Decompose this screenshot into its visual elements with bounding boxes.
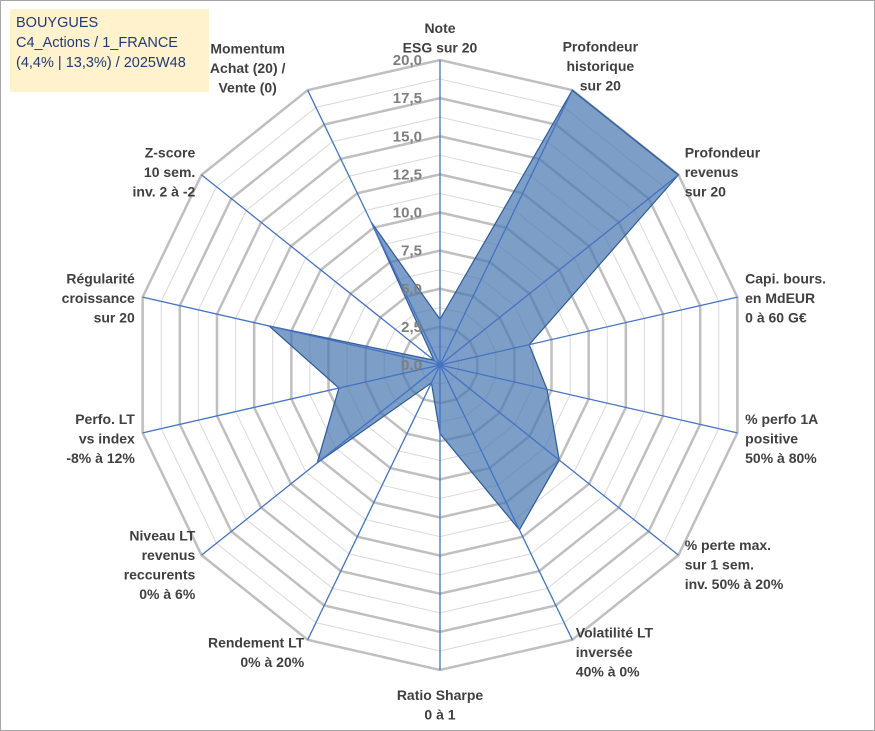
axis-label-1: Profondeur historique sur 20	[563, 39, 639, 94]
tick-label: 15,0	[393, 128, 422, 145]
axis-label-12: Z-score 10 sem. inv. 2 à -2	[133, 144, 196, 199]
tick-label: 20,0	[393, 52, 422, 69]
axis-line-6	[439, 364, 573, 641]
axis-line-12	[201, 174, 441, 366]
header-line-period: (4,4% | 13,3%) / 2025W48	[16, 55, 186, 71]
axis-label-6: Volatilité LT inversée 40% à 0%	[576, 625, 654, 680]
axis-line-10	[142, 364, 441, 434]
radar-axis-labels: Note ESG sur 20 Profondeur historique sur 20…	[62, 20, 826, 723]
axis-line-9	[201, 364, 441, 556]
tick-label: 7,5	[401, 243, 422, 260]
axis-label-3: Capi. bours. en MdEUR 0 à 60 G€	[745, 271, 826, 326]
axis-label-11: Régularité croissance sur 20	[62, 271, 135, 326]
axis-line-5	[439, 364, 679, 556]
header-line-company: BOUYGUES	[16, 15, 99, 31]
axis-label-7: Ratio Sharpe 0 à 1	[397, 687, 484, 723]
tick-label: 10,0	[393, 205, 422, 222]
axis-line-8	[307, 364, 441, 641]
axis-label-5: % perte max. sur 1 sem. inv. 50% à 20%	[685, 537, 784, 592]
tick-label: 0,0	[401, 357, 422, 374]
axis-line-11	[142, 296, 441, 366]
axis-label-0: Note ESG sur 20	[403, 20, 478, 56]
axis-label-8: Rendement LT 0% à 20%	[208, 634, 305, 670]
radar-series	[266, 89, 680, 531]
axis-label-4: % perfo 1A positive 50% à 80%	[745, 411, 818, 466]
series-area-0	[266, 89, 680, 531]
radar-tick-labels: 0,0 2,5 5,0 7,5 10,0 12,5 15,0 17,5 20,0	[393, 52, 422, 374]
radar-axes	[142, 60, 738, 670]
axis-line-2	[439, 174, 679, 366]
tick-label: 17,5	[393, 90, 422, 107]
tick-label: 2,5	[401, 319, 422, 336]
axis-label-10: Perfo. LT vs index -8% à 12%	[66, 411, 135, 466]
axis-label-13: Momentum Achat (20) / Vente (0)	[210, 41, 286, 96]
axis-label-2: Profondeur revenus sur 20	[685, 144, 761, 199]
header-line-portfolio: C4_Actions / 1_FRANCE	[16, 35, 178, 51]
axis-line-13	[307, 89, 441, 366]
axis-line-4	[439, 364, 738, 434]
tick-label: 5,0	[401, 281, 422, 298]
chart-header-box: BOUYGUES C4_Actions / 1_FRANCE (4,4% | 1…	[10, 9, 209, 92]
axis-line-3	[439, 296, 738, 366]
axis-line-1	[439, 89, 573, 366]
tick-label: 12,5	[393, 166, 422, 183]
axis-label-9: Niveau LT revenus reccurents 0% à 6%	[124, 527, 196, 602]
